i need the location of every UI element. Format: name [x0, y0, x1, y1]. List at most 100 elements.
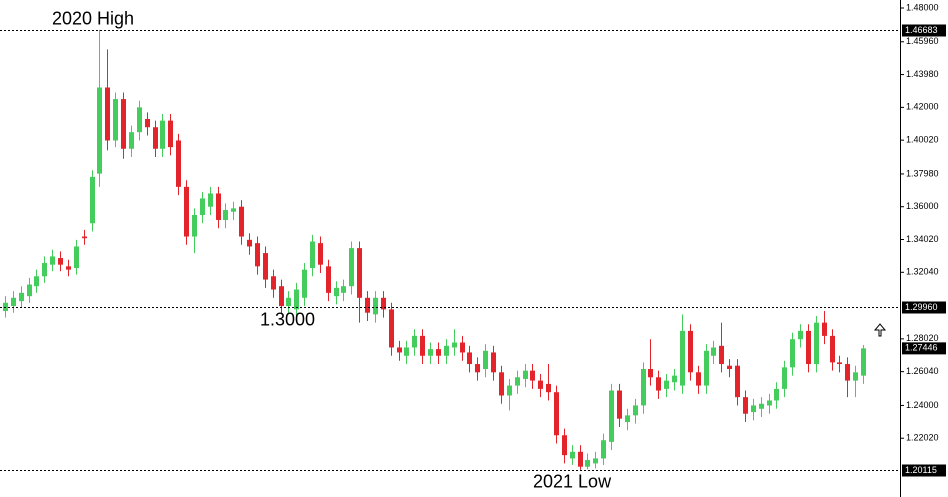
- candle-body: [153, 127, 158, 149]
- y-tick-label: 1.34020: [906, 234, 939, 244]
- level-label: 1.29960: [905, 302, 938, 312]
- candle-body: [255, 243, 260, 267]
- candle-body: [562, 435, 567, 456]
- candle-body: [373, 297, 378, 315]
- candle-body: [790, 339, 795, 368]
- candle-body: [830, 335, 835, 363]
- candle-body: [3, 302, 8, 312]
- candle-body: [121, 99, 126, 149]
- candle-body: [609, 390, 614, 442]
- candle-body: [239, 206, 244, 237]
- candle-body: [420, 335, 425, 356]
- y-tick-label: 1.28020: [906, 333, 939, 343]
- y-tick-label: 1.22020: [906, 433, 939, 443]
- candle-body: [680, 330, 685, 386]
- candle-body: [475, 364, 480, 373]
- candle-body: [404, 347, 409, 356]
- candle-body: [814, 322, 819, 365]
- candle-body: [357, 248, 362, 298]
- candle-body: [302, 269, 307, 298]
- candle-body: [349, 248, 354, 287]
- candle-body: [412, 335, 417, 348]
- annotation: 2020 High: [52, 9, 134, 29]
- candle-body: [853, 372, 858, 381]
- arrow-icon: [873, 323, 887, 337]
- candle-body: [782, 367, 787, 389]
- candle-body: [66, 266, 71, 270]
- candle-body: [428, 349, 433, 356]
- candle-body: [208, 193, 213, 207]
- candle-body: [672, 375, 677, 383]
- candle-body: [381, 297, 386, 310]
- candle-body: [467, 352, 472, 365]
- last-price-label: 1.27446: [905, 343, 938, 353]
- candle-body: [625, 415, 630, 422]
- candle-body: [806, 330, 811, 365]
- candle-body: [861, 348, 866, 376]
- candle-body: [845, 364, 850, 381]
- candle-body: [735, 365, 740, 398]
- candle-body: [759, 403, 764, 409]
- candle-body: [704, 350, 709, 386]
- level-box: [902, 24, 946, 37]
- candle-body: [585, 460, 590, 467]
- last-price-box: [902, 342, 946, 355]
- candle-body: [11, 297, 16, 307]
- candle-body: [491, 352, 496, 373]
- y-tick-label: 1.45960: [906, 36, 939, 46]
- candle-body: [507, 385, 512, 396]
- candle-body: [656, 377, 661, 391]
- candle-body: [798, 330, 803, 340]
- annotation: 1.3000: [260, 309, 315, 329]
- candle-body: [578, 451, 583, 467]
- candle-body: [774, 388, 779, 401]
- y-tick-label: 1.40020: [906, 135, 939, 145]
- candle-body: [444, 345, 449, 356]
- candle-body: [460, 342, 465, 353]
- candle-body: [129, 132, 134, 149]
- candle-body: [192, 214, 197, 237]
- candle-body: [82, 236, 87, 239]
- candle-body: [216, 193, 221, 220]
- candle-body: [74, 246, 79, 268]
- candle-body: [743, 397, 748, 414]
- candle-body: [294, 289, 299, 310]
- candle-body: [247, 239, 252, 247]
- candle-body: [546, 383, 551, 393]
- plot-area: [3, 29, 866, 470]
- candle-body: [641, 369, 646, 406]
- candle-body: [822, 322, 827, 336]
- candle-body: [397, 347, 402, 353]
- candle-body: [231, 208, 236, 212]
- candle-body: [341, 286, 346, 293]
- candle-body: [145, 118, 150, 128]
- candle-body: [523, 370, 528, 379]
- y-tick-label: 1.24000: [906, 400, 939, 410]
- candle-body: [58, 258, 63, 265]
- level-label: 1.20115: [905, 465, 937, 475]
- candle-body: [389, 309, 394, 348]
- candle-body: [436, 349, 441, 356]
- candle-body: [105, 87, 110, 141]
- candle-body: [365, 297, 370, 313]
- y-tick-label: 1.42000: [906, 102, 939, 112]
- candle-body: [688, 330, 693, 373]
- candle-body: [200, 198, 205, 215]
- y-tick-label: 1.37980: [906, 168, 939, 178]
- candle-body: [570, 451, 575, 459]
- candle-body: [42, 263, 47, 277]
- candle-body: [617, 390, 622, 419]
- candle-body: [279, 286, 284, 307]
- y-tick-label: 1.48000: [906, 2, 939, 12]
- candle-body: [696, 372, 701, 386]
- candle-body: [554, 392, 559, 436]
- candle-body: [97, 87, 102, 174]
- candle-body: [176, 140, 181, 187]
- candle-body: [326, 266, 331, 293]
- candle-body: [452, 342, 457, 348]
- candle-body: [160, 120, 165, 149]
- candle-body: [184, 186, 189, 237]
- candle-body: [664, 380, 669, 389]
